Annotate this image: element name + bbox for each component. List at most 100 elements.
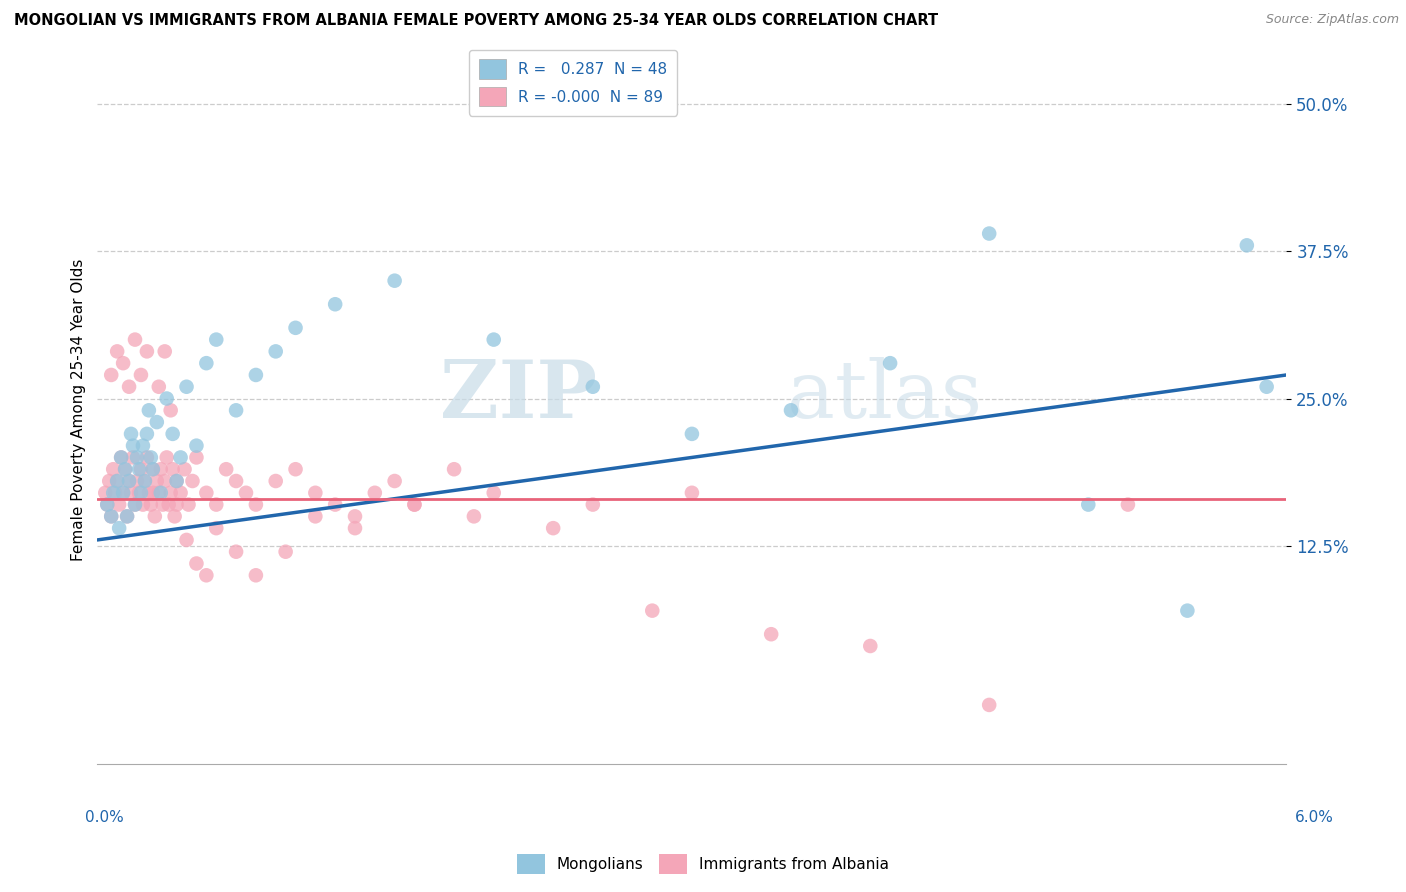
Point [124,498,146,512]
Legend: R =   0.287  N = 48, R = -0.000  N = 89: R = 0.287 N = 48, R = -0.000 N = 89 [470,50,676,115]
Point [135,426,157,441]
Point [105,344,128,359]
Point [105,474,128,488]
Point [780,403,803,417]
Point [979,698,1001,712]
Point [681,426,703,441]
Point [138,485,160,500]
Point [148,485,170,500]
Point [108,521,131,535]
Point [159,485,181,500]
Text: atlas: atlas [787,357,983,435]
Point [235,485,257,500]
Point [103,462,125,476]
Point [153,344,176,359]
Point [129,485,152,500]
Point [304,485,326,500]
Point [186,439,208,453]
Point [641,604,664,618]
Point [132,439,155,453]
Point [142,462,165,476]
Point [129,368,152,382]
Point [482,485,505,500]
Point [122,450,145,465]
Point [879,356,901,370]
Point [134,474,156,488]
Point [245,568,267,582]
Point [143,509,166,524]
Point [142,485,165,500]
Point [274,545,297,559]
Point [404,498,426,512]
Point [169,450,191,465]
Point [112,485,135,500]
Text: ZIP: ZIP [440,357,596,435]
Point [162,426,184,441]
Point [108,498,131,512]
Point [225,403,247,417]
Point [173,462,195,476]
Point [110,450,132,465]
Point [582,498,605,512]
Point [153,474,176,488]
Point [1116,498,1139,512]
Point [195,485,218,500]
Point [146,415,169,429]
Point [114,462,136,476]
Point [759,627,782,641]
Point [205,498,228,512]
Point [122,439,145,453]
Point [215,462,238,476]
Point [125,474,148,488]
Point [96,498,118,512]
Point [128,485,150,500]
Point [139,498,162,512]
Point [100,509,122,524]
Point [94,485,117,500]
Point [166,498,188,512]
Point [482,333,505,347]
Point [205,521,228,535]
Point [149,462,172,476]
Point [195,568,218,582]
Point [1077,498,1099,512]
Point [245,368,267,382]
Point [245,498,267,512]
Point [343,509,366,524]
Point [323,498,346,512]
Point [162,462,184,476]
Point [384,274,406,288]
Point [114,462,136,476]
Point [582,380,605,394]
Point [157,498,180,512]
Point [115,509,138,524]
Point [138,403,160,417]
Point [112,356,135,370]
Point [1256,380,1278,394]
Point [264,344,287,359]
Point [100,509,122,524]
Point [139,450,162,465]
Point [148,380,170,394]
Point [124,498,146,512]
Point [181,474,204,488]
Point [134,474,156,488]
Point [129,462,152,476]
Point [98,474,121,488]
Point [156,450,179,465]
Point [112,485,135,500]
Legend: Mongolians, Immigrants from Albania: Mongolians, Immigrants from Albania [512,848,894,880]
Point [166,474,188,488]
Point [156,392,179,406]
Text: 0.0%: 0.0% [86,810,124,825]
Point [135,450,157,465]
Point [149,485,172,500]
Point [284,321,307,335]
Point [105,474,128,488]
Point [118,474,141,488]
Point [404,498,426,512]
Text: MONGOLIAN VS IMMIGRANTS FROM ALBANIA FEMALE POVERTY AMONG 25-34 YEAR OLDS CORREL: MONGOLIAN VS IMMIGRANTS FROM ALBANIA FEM… [14,13,938,29]
Point [681,485,703,500]
Point [120,485,142,500]
Point [124,333,146,347]
